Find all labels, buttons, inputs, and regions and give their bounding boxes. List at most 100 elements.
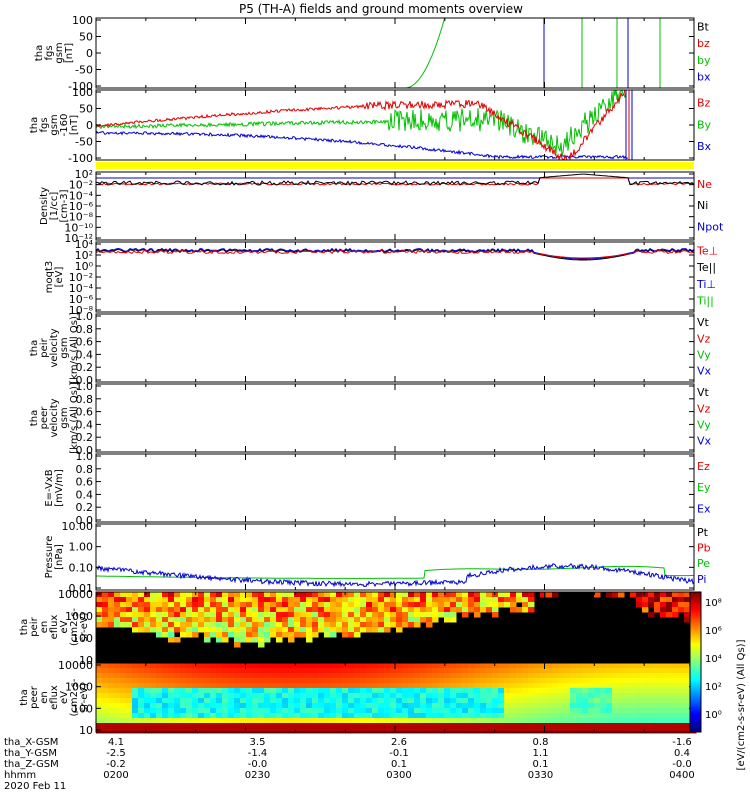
spectrogram-cell — [102, 688, 109, 694]
spectrogram-cell — [570, 688, 577, 694]
spectrogram-cell — [114, 597, 121, 603]
colorbar-step — [690, 650, 701, 652]
spectrogram-cell — [120, 622, 127, 628]
spectrogram-cell — [372, 592, 379, 598]
spectrogram-cell — [636, 688, 643, 694]
spectrogram-cell — [174, 663, 181, 669]
spectrogram-cell — [120, 723, 127, 729]
spectrogram-cell — [468, 693, 475, 699]
spectrogram-cell — [342, 688, 349, 694]
spectrogram-cell — [678, 703, 685, 709]
panel-4-ylabel: moqt3[eV] — [44, 261, 65, 294]
spectrogram-cell — [294, 673, 301, 679]
spectrogram-cell — [246, 592, 253, 598]
spectrogram-cell — [426, 708, 433, 714]
legend-by: by — [697, 54, 711, 67]
spectrogram-cell — [516, 708, 523, 714]
spectrogram-cell — [648, 673, 655, 679]
spectrogram-cell — [384, 668, 391, 674]
spectrogram-cell — [276, 663, 283, 669]
xaxis-tick-y: -1.4 — [248, 748, 268, 759]
spectrogram-cell — [624, 668, 631, 674]
spectrogram-cell — [372, 708, 379, 714]
spectrogram-cell — [198, 673, 205, 679]
spectrogram-cell — [402, 678, 409, 684]
spectrogram-cell — [420, 673, 427, 679]
spectrogram-cell — [258, 627, 265, 633]
spectrogram-cell — [150, 698, 157, 704]
bx-trace — [96, 130, 629, 160]
spectrogram-cell — [102, 617, 109, 623]
colorbar-step — [690, 642, 701, 644]
spectrogram-cell — [102, 612, 109, 618]
spectrogram-cell — [198, 703, 205, 709]
spectrogram-cell — [672, 713, 679, 719]
spectrogram-cell — [300, 663, 307, 669]
spectrogram-cell — [114, 622, 121, 628]
spectrogram-cell — [270, 668, 277, 674]
spectrogram-cell — [306, 607, 313, 613]
spectrogram-cell — [594, 723, 601, 729]
spectrogram-cell — [330, 632, 337, 638]
spectrogram-cell — [354, 602, 361, 608]
spectrogram-cell — [210, 728, 217, 734]
colorbar-step — [690, 640, 701, 642]
spectrogram-cell — [108, 728, 115, 734]
spectrogram-cell — [444, 678, 451, 684]
spectrogram-cell — [486, 678, 493, 684]
spectrogram-cell — [648, 592, 655, 598]
spectrogram-cell — [180, 607, 187, 613]
spectrogram-cell — [426, 592, 433, 598]
spectrogram-cell — [348, 698, 355, 704]
spectrogram-cell — [576, 713, 583, 719]
spectrogram-cell — [210, 688, 217, 694]
spectrogram-cell — [198, 597, 205, 603]
ytick-label: 0.0 — [76, 444, 94, 457]
spectrogram-cell — [240, 688, 247, 694]
ylabel-line: (cm2-s- — [69, 678, 80, 716]
spectrogram-cell — [174, 617, 181, 623]
spectrogram-cell — [672, 723, 679, 729]
spectrogram-cell — [540, 713, 547, 719]
colorbar-step — [690, 600, 701, 602]
spectrogram-cell — [522, 673, 529, 679]
spectrogram-cell — [636, 728, 643, 734]
spectrogram-cell — [222, 627, 229, 633]
spectrogram-cell — [120, 703, 127, 709]
spectrogram-cell — [120, 617, 127, 623]
panel-3: Density[1/cc][cm-3]10²10⁻²10⁻⁴10⁻⁶10⁻⁸10… — [39, 168, 724, 245]
ytick-label: 1.0 — [76, 450, 94, 463]
spectrogram-cell — [402, 693, 409, 699]
spectrogram-cell — [108, 718, 115, 724]
spectrogram-cell — [294, 713, 301, 719]
spectrogram-cell — [240, 673, 247, 679]
spectrogram-cell — [96, 718, 103, 724]
spectrogram-cell — [150, 723, 157, 729]
spectrogram-cell — [210, 612, 217, 618]
spectrogram-cell — [516, 688, 523, 694]
spectrogram-cell — [318, 607, 325, 613]
spectrogram-cell — [234, 592, 241, 598]
spectrogram-cell — [546, 708, 553, 714]
xaxis-tick-y: -2.5 — [106, 748, 126, 759]
spectrogram-cell — [588, 718, 595, 724]
spectrogram-cell — [654, 708, 661, 714]
spectrogram-cell — [330, 597, 337, 603]
spectrogram-cell — [576, 668, 583, 674]
spectrogram-cell — [288, 663, 295, 669]
spectrogram-cell — [648, 713, 655, 719]
spectrogram-cell — [654, 673, 661, 679]
spectrogram-cell — [318, 627, 325, 633]
spectrogram-cell — [486, 607, 493, 613]
spectrogram-cell — [264, 693, 271, 699]
legend-Te||: Te|| — [696, 261, 716, 274]
spectrogram-cell — [558, 708, 565, 714]
spectrogram-cell — [426, 602, 433, 608]
spectrogram-cell — [252, 698, 259, 704]
spectrogram-cell — [240, 602, 247, 608]
spectrogram-cell — [606, 708, 613, 714]
spectrogram-cell — [660, 688, 667, 694]
spectrogram-cell — [210, 607, 217, 613]
xaxis-tick-x: -1.6 — [672, 737, 692, 748]
spectrogram-cell — [492, 602, 499, 608]
